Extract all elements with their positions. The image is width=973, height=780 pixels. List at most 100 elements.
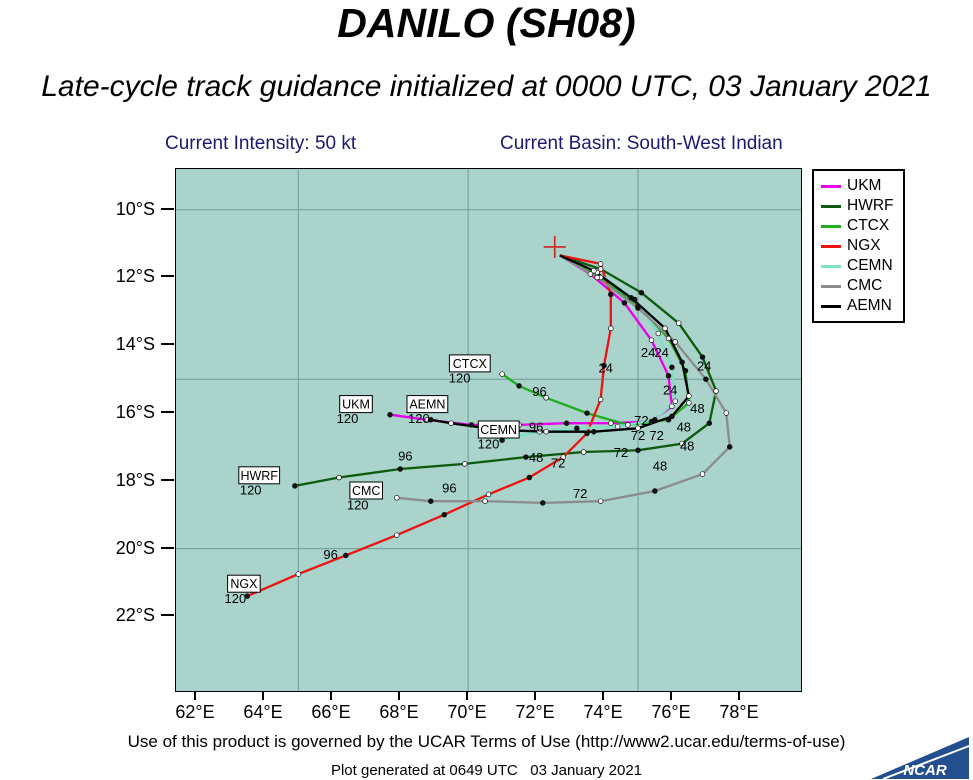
- legend: UKM HWRF CTCX NGX CEMN CMC AEMN: [812, 169, 905, 323]
- x-tick-label: 70°E: [447, 702, 487, 722]
- generated-timestamp: Plot generated at 0649 UTC 03 January 20…: [330, 762, 643, 779]
- legend-item-UKM: UKM: [821, 176, 894, 196]
- svg-text:CEMN: CEMN: [480, 423, 517, 437]
- svg-text:CTCX: CTCX: [453, 357, 488, 371]
- svg-text:UKM: UKM: [342, 398, 370, 412]
- track-point-marker: [669, 403, 675, 410]
- track-point-marker: [428, 417, 434, 423]
- forecast-hour-label: 96: [442, 481, 456, 496]
- x-tick-label: 72°E: [515, 702, 555, 722]
- legend-item-CMC: CMC: [821, 276, 894, 296]
- track-point-marker: [669, 413, 675, 420]
- x-tick-label: 66°E: [311, 702, 351, 722]
- y-tick-label: 14°S: [115, 334, 155, 354]
- svg-text:120: 120: [408, 411, 430, 426]
- y-tick-mark: [161, 343, 174, 345]
- track-point-marker: [468, 422, 475, 428]
- track-point-marker: [580, 449, 587, 455]
- track-point-marker: [523, 454, 529, 460]
- track-point-marker: [448, 420, 454, 426]
- y-tick-label: 16°S: [115, 402, 155, 422]
- track-point-marker: [244, 593, 251, 599]
- legend-line-CEMN: [821, 264, 841, 268]
- x-tick-mark: [670, 691, 672, 700]
- forecast-hour-label: 24: [598, 360, 612, 375]
- track-point-marker: [686, 393, 692, 399]
- track-point-marker: [625, 422, 631, 428]
- svg-text:AEMN: AEMN: [409, 398, 445, 412]
- forecast-hour-label: 96: [529, 420, 543, 435]
- legend-line-CTCX: [821, 224, 841, 228]
- legend-line-HWRF: [821, 204, 841, 208]
- track-point-marker: [295, 571, 302, 577]
- ncar-logo-graphic: NCAR: [871, 737, 970, 780]
- y-tick-mark: [161, 614, 174, 616]
- track-point-marker: [343, 552, 349, 559]
- svg-text:120: 120: [240, 482, 262, 497]
- y-tick-mark: [161, 547, 174, 549]
- track-point-marker: [614, 423, 621, 430]
- legend-label-HWRF: HWRF: [847, 197, 894, 214]
- track-point-marker: [594, 274, 600, 281]
- ncar-logo-text: NCAR: [903, 762, 946, 779]
- track-point-marker: [597, 498, 604, 504]
- legend-item-CEMN: CEMN: [821, 256, 894, 276]
- svg-text:120: 120: [337, 411, 359, 426]
- x-tick-mark: [466, 691, 468, 700]
- track-CMC: [396, 254, 731, 505]
- forecast-hour-label: 72: [614, 445, 628, 460]
- x-tick-mark: [398, 691, 400, 700]
- legend-line-AEMN: [821, 304, 841, 308]
- x-tick-mark: [534, 691, 536, 700]
- track-point-marker: [601, 362, 607, 369]
- track-point-marker: [597, 261, 604, 267]
- track-point-marker: [536, 428, 543, 435]
- y-tick-label: 22°S: [115, 605, 155, 625]
- x-tick-label: 78°E: [719, 702, 759, 722]
- x-tick-mark: [738, 691, 740, 700]
- track-point-marker: [543, 395, 549, 401]
- track-point-marker: [543, 428, 549, 435]
- forecast-hour-label: 72: [573, 486, 587, 501]
- track-CTCX: [501, 254, 691, 427]
- legend-line-CMC: [821, 284, 841, 288]
- svg-text:120: 120: [225, 591, 247, 606]
- track-point-marker: [336, 474, 342, 481]
- track-point-marker: [591, 267, 597, 274]
- legend-line-UKM: [821, 184, 841, 188]
- svg-text:120: 120: [478, 437, 500, 452]
- track-point-marker: [665, 417, 672, 423]
- legend-label-NGX: NGX: [847, 237, 881, 254]
- page-subtitle: Late-cycle track guidance initialized at…: [41, 70, 932, 103]
- ncar-logo: NCAR: [869, 735, 970, 780]
- svg-text:HWRF: HWRF: [240, 469, 278, 483]
- forecast-hour-label: 96: [532, 384, 546, 399]
- x-tick-mark: [194, 691, 196, 700]
- track-point-marker: [397, 466, 403, 472]
- x-tick-label: 62°E: [175, 702, 215, 722]
- track-point-marker: [652, 488, 658, 494]
- track-point-marker: [441, 511, 448, 518]
- track-point-marker: [675, 320, 682, 326]
- track-point-marker: [499, 371, 505, 377]
- legend-label-UKM: UKM: [847, 177, 882, 194]
- current-basin-label: Current Basin: South-West Indian: [500, 133, 783, 154]
- y-tick-mark: [161, 208, 174, 210]
- track-point-marker: [482, 498, 488, 504]
- track-point-marker: [665, 373, 672, 379]
- page-title: DANILO (SH08): [337, 0, 636, 46]
- track-plot: 24 24 24 24 24 48 48 48 48 48 72 72 72 72 72 72 96 96 96 96…: [175, 168, 802, 692]
- forecast-hour-label: 48: [690, 401, 704, 416]
- forecast-hour-label: 48: [529, 450, 543, 465]
- forecast-hour-label: 72: [649, 428, 663, 443]
- track-point-marker: [608, 325, 614, 332]
- svg-text:NGX: NGX: [230, 577, 258, 591]
- legend-item-HWRF: HWRF: [821, 196, 894, 216]
- forecast-hour-label: 48: [680, 438, 694, 453]
